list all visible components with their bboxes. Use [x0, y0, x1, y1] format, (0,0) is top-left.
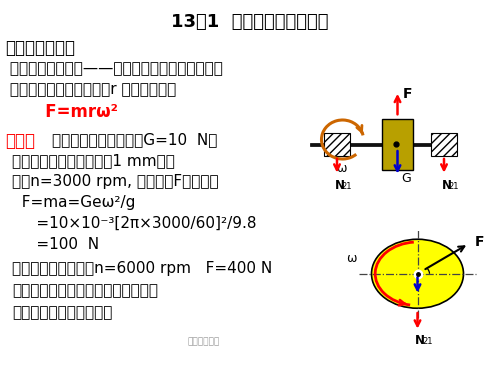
Text: ω: ω	[346, 252, 356, 265]
Text: e: e	[388, 128, 395, 138]
Circle shape	[372, 239, 464, 308]
Text: 21: 21	[341, 182, 351, 190]
Text: 重心与回转轴线的距离为1 mm，转: 重心与回转轴线的距离为1 mm，转	[12, 153, 175, 168]
Bar	[431, 133, 457, 156]
Text: 举例：: 举例：	[5, 132, 35, 150]
Text: F=ma=Geω²/g: F=ma=Geω²/g	[12, 195, 136, 210]
Text: 一、平衡的目的: 一、平衡的目的	[5, 39, 75, 57]
Text: F: F	[402, 87, 412, 101]
Text: 由此可知：不平衡所产生的惯性力对: 由此可知：不平衡所产生的惯性力对	[12, 283, 158, 298]
Bar	[324, 133, 350, 156]
Text: N: N	[415, 334, 425, 348]
Text: 21: 21	[422, 338, 433, 346]
Text: ω: ω	[336, 162, 347, 175]
Text: =10×10⁻³[2π×3000/60]²/9.8: =10×10⁻³[2π×3000/60]²/9.8	[12, 216, 257, 231]
Text: N: N	[442, 178, 452, 192]
Text: 速为n=3000 rpm, 求离心力F的大小。: 速为n=3000 rpm, 求离心力F的大小。	[12, 174, 219, 189]
Text: 机械运转有很大的影响。: 机械运转有很大的影响。	[12, 306, 113, 321]
Text: 21: 21	[448, 182, 458, 190]
Text: 当质心离回转轴的距离为r 时，离心力为: 当质心离回转轴的距离为r 时，离心力为	[5, 82, 176, 97]
Text: 13－1  机械平衡目的及内容: 13－1 机械平衡目的及内容	[171, 13, 329, 31]
Text: 如果转速增加一倍：n=6000 rpm   F=400 N: 如果转速增加一倍：n=6000 rpm F=400 N	[12, 261, 273, 276]
Text: =100  N: =100 N	[12, 237, 100, 252]
Bar	[310, 142, 448, 146]
Text: 大小方向变化: 大小方向变化	[188, 338, 220, 346]
Text: F=mrω²: F=mrω²	[5, 103, 118, 121]
Bar	[382, 119, 413, 170]
Text: F: F	[474, 235, 484, 249]
Text: G: G	[401, 172, 411, 184]
Text: θ: θ	[430, 259, 436, 269]
Text: 回转件（或转子）——绕定轴作回转运动的构件。: 回转件（或转子）——绕定轴作回转运动的构件。	[5, 61, 223, 76]
Text: 已知图示转子的重量为G=10  N，: 已知图示转子的重量为G=10 N，	[52, 132, 218, 147]
Text: N: N	[334, 178, 344, 192]
Text: G: G	[422, 275, 433, 289]
